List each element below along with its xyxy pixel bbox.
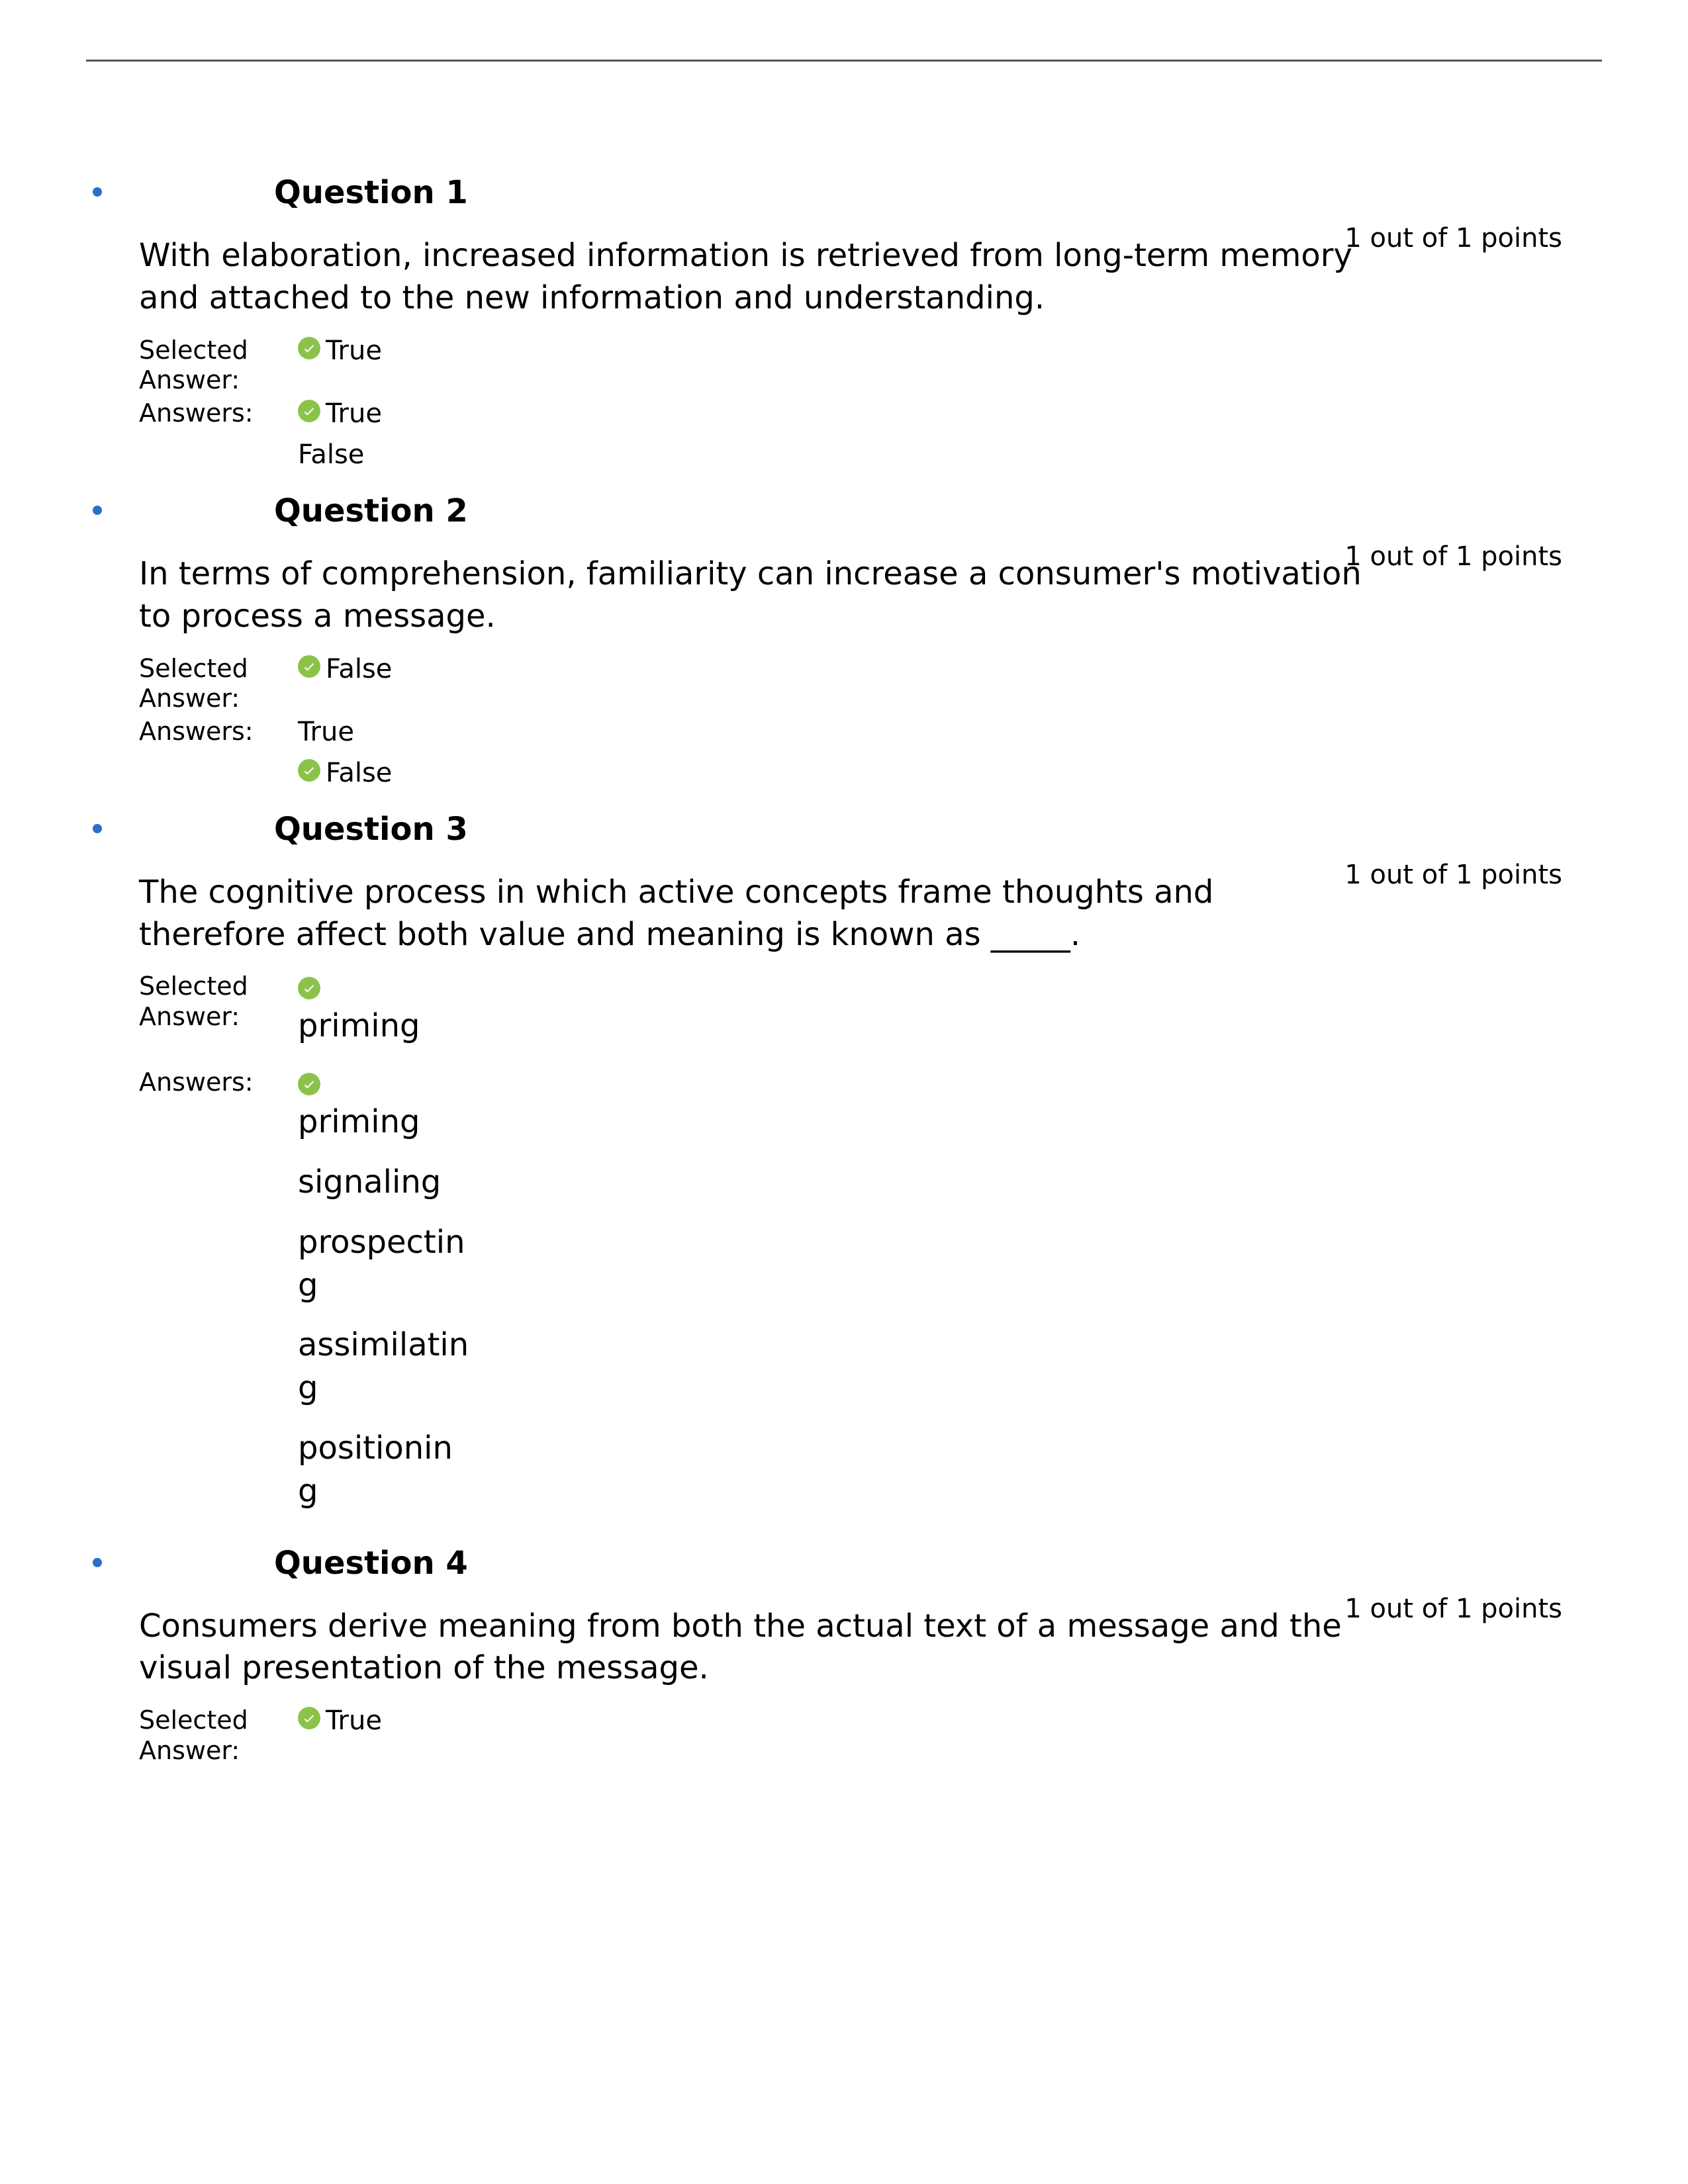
answer-text: True: [298, 714, 354, 750]
check-icon: [298, 977, 320, 999]
answer-option: assimilating: [298, 1324, 470, 1427]
answer-option: True: [298, 396, 444, 437]
answer-option: prospecting: [298, 1221, 470, 1324]
question-title: Question 2: [274, 492, 468, 529]
answer-option: signaling: [298, 1161, 470, 1221]
selected-answer-label: Selected Answer:: [139, 333, 298, 396]
points-text: 1 out of 1 points: [1344, 223, 1562, 253]
answer-option: True: [298, 714, 444, 755]
answer-text: False: [298, 437, 364, 473]
question-prompt: Consumers derive meaning from both the a…: [139, 1606, 1364, 1690]
selected-answer-value: True: [298, 1703, 444, 1766]
answer-text: prospecting: [298, 1221, 470, 1307]
check-icon: [298, 400, 320, 422]
check-icon: [298, 337, 320, 359]
answer-option: priming: [298, 1065, 470, 1161]
answer-option: False: [298, 437, 444, 478]
answer-text: positioning: [298, 1427, 470, 1513]
selected-answer-label: Selected Answer:: [139, 969, 298, 1065]
page: Question 1 1 out of 1 points With elabor…: [0, 0, 1688, 1766]
question-block-3: Question 3 1 out of 1 points The cogniti…: [86, 811, 1602, 1530]
answer-option: positioning: [298, 1427, 470, 1530]
selected-answer-label: Selected Answer:: [139, 1703, 298, 1766]
check-icon: [298, 1073, 320, 1095]
check-icon: [298, 655, 320, 678]
answer-text: True: [326, 333, 382, 369]
bullet-icon: [93, 824, 102, 833]
top-divider: [86, 60, 1602, 62]
answer-text: assimilating: [298, 1324, 470, 1410]
answers-label: Answers:: [139, 714, 298, 755]
question-prompt: In terms of comprehension, familiarity c…: [139, 553, 1364, 638]
points-text: 1 out of 1 points: [1344, 860, 1562, 890]
answer-text: priming: [298, 1005, 470, 1048]
answer-text: priming: [298, 1101, 470, 1144]
question-block-1: Question 1 1 out of 1 points With elabor…: [86, 174, 1602, 478]
answer-text: False: [326, 651, 392, 687]
question-title: Question 1: [274, 174, 468, 211]
selected-answer-value: False: [298, 651, 444, 714]
bullet-icon: [93, 1558, 102, 1567]
selected-answer-value: True: [298, 333, 444, 396]
points-text: 1 out of 1 points: [1344, 1594, 1562, 1624]
question-prompt: With elaboration, increased information …: [139, 235, 1364, 320]
answers-label: Answers:: [139, 396, 298, 437]
question-block-4: Question 4 1 out of 1 points Consumers d…: [86, 1545, 1602, 1766]
selected-answer-label: Selected Answer:: [139, 651, 298, 714]
selected-answer-value: priming: [298, 969, 470, 1065]
answer-option: False: [298, 755, 444, 796]
answer-text: True: [326, 396, 382, 432]
answer-text: False: [326, 755, 392, 791]
bullet-icon: [93, 506, 102, 515]
bullet-icon: [93, 187, 102, 197]
check-icon: [298, 1707, 320, 1729]
points-text: 1 out of 1 points: [1344, 541, 1562, 572]
question-prompt: The cognitive process in which active co…: [139, 872, 1364, 956]
question-title: Question 3: [274, 811, 468, 848]
answer-text: True: [326, 1703, 382, 1739]
answer-text: signaling: [298, 1161, 470, 1204]
answers-label: Answers:: [139, 1065, 298, 1161]
check-icon: [298, 759, 320, 782]
question-block-2: Question 2 1 out of 1 points In terms of…: [86, 492, 1602, 796]
question-title: Question 4: [274, 1545, 468, 1582]
